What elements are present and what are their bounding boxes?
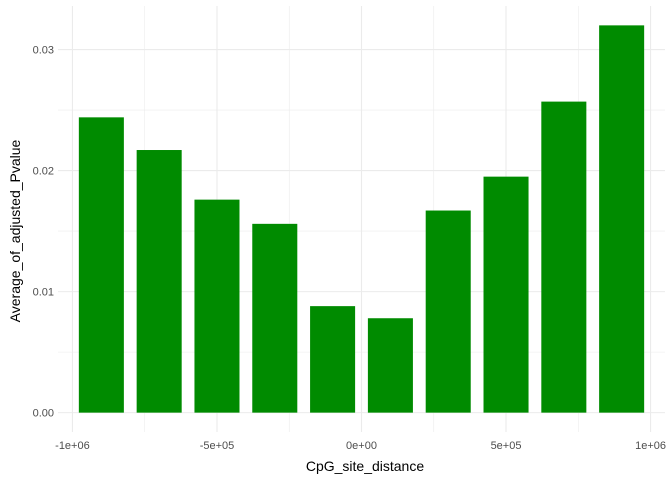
bar: [483, 176, 529, 413]
y-axis-ticks: 0.00 0.01 0.02 0.03: [33, 45, 54, 420]
bar: [367, 318, 413, 413]
x-tick-label: 0e+00: [346, 440, 377, 452]
y-tick-label: 0.03: [33, 45, 54, 57]
bar: [541, 101, 587, 413]
x-axis-ticks: -1e+06 -5e+05 0e+00 5e+05 1e+06: [55, 440, 666, 452]
bars: [78, 25, 645, 413]
bar: [136, 150, 182, 413]
x-tick-label: -5e+05: [200, 440, 235, 452]
y-tick-label: 0.01: [33, 287, 54, 299]
bar: [425, 210, 471, 413]
x-axis-title: CpG_site_distance: [306, 458, 425, 474]
bar: [310, 306, 356, 413]
y-axis-title: Average_of_adjusted_Pvalue: [7, 139, 23, 322]
y-tick-label: 0.00: [33, 408, 54, 420]
x-tick-label: 5e+05: [491, 440, 522, 452]
bar: [78, 117, 124, 413]
x-tick-label: 1e+06: [635, 440, 666, 452]
bar: [194, 199, 240, 413]
bar: [252, 223, 298, 413]
x-tick-label: -1e+06: [55, 440, 90, 452]
y-tick-label: 0.02: [33, 166, 54, 178]
bar: [599, 25, 645, 413]
